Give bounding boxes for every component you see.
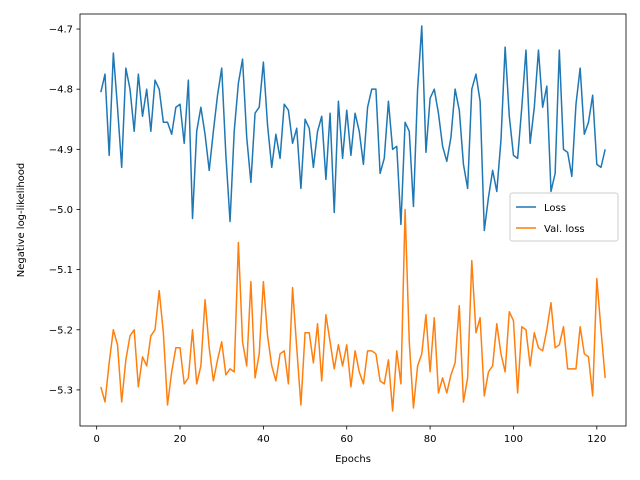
x-tick-label: 20: [174, 434, 187, 445]
y-tick-label: −4.8: [49, 85, 73, 96]
y-axis-ticks: −5.3 −5.2 −5.1 −5.0 −4.9 −4.8 −4.7: [49, 25, 80, 396]
plot-lines: [100, 25, 606, 412]
x-tick-label: 40: [257, 434, 270, 445]
y-tick-label: −5.2: [49, 325, 73, 336]
y-tick-label: −4.7: [49, 25, 73, 36]
axes-frame: [79, 13, 627, 427]
x-axis-ticks: 0 20 40 60 80 100 120: [93, 426, 606, 445]
y-tick-label: −5.3: [49, 385, 73, 396]
series-line-loss: [100, 25, 606, 232]
x-tick-label: 60: [340, 434, 353, 445]
legend: Loss Val. loss: [509, 192, 619, 242]
x-tick-label: 0: [93, 434, 99, 445]
y-tick-label: −5.0: [49, 205, 73, 216]
series-line-val-loss: [100, 208, 606, 412]
x-tick-label: 100: [504, 434, 523, 445]
y-axis-label: Negative log-likelihood: [16, 163, 27, 278]
legend-box: [509, 192, 619, 242]
x-axis-label: Epochs: [335, 454, 371, 465]
x-tick-label: 80: [424, 434, 437, 445]
y-tick-label: −4.9: [49, 145, 73, 156]
y-tick-label: −5.1: [49, 265, 73, 276]
legend-label: Val. loss: [544, 224, 585, 235]
legend-label: Loss: [544, 203, 566, 214]
x-tick-label: 120: [587, 434, 606, 445]
